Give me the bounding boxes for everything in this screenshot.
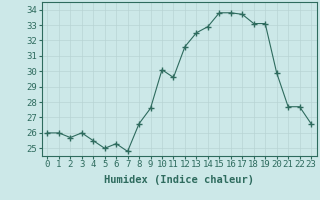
X-axis label: Humidex (Indice chaleur): Humidex (Indice chaleur) (104, 175, 254, 185)
